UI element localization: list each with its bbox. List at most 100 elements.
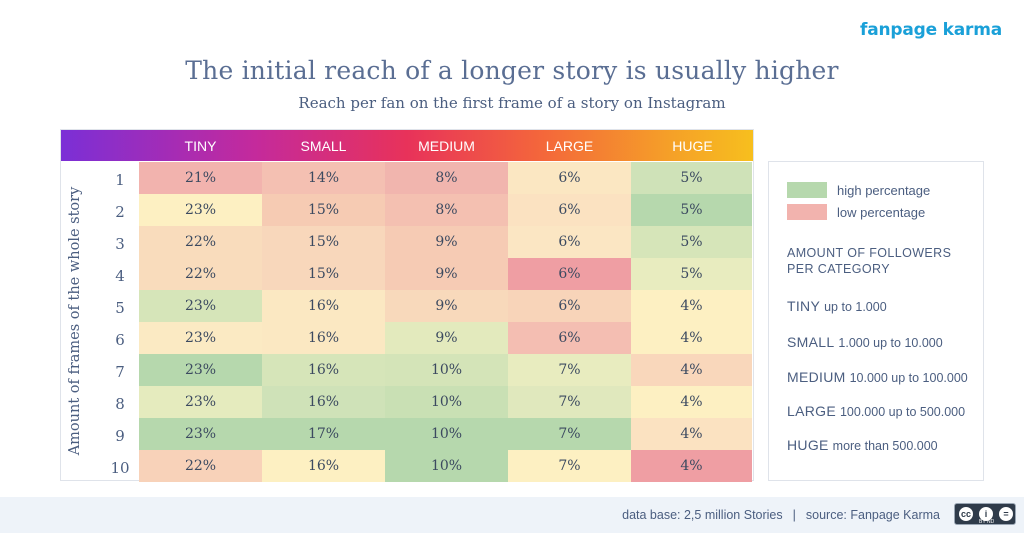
- heatmap-cell: 5%: [631, 258, 752, 290]
- followers-heading-line2: PER CATEGORY: [787, 262, 890, 276]
- heatmap-cell: 10%: [385, 386, 508, 418]
- heatmap-cell: 16%: [262, 450, 385, 482]
- heatmap-cell: 15%: [262, 194, 385, 226]
- heatmap-cell: 10%: [385, 354, 508, 386]
- nd-equals-icon: =: [999, 507, 1013, 521]
- followers-heading: AMOUNT OF FOLLOWERS PER CATEGORY: [787, 245, 951, 277]
- heatmap-cell: 9%: [385, 322, 508, 354]
- column-header-small: SMALL: [300, 138, 347, 154]
- heatmap-cell: 4%: [631, 386, 752, 418]
- heatmap-cell: 22%: [139, 226, 262, 258]
- heatmap-cell: 21%: [139, 162, 262, 194]
- category-range: 100.000 up to 500.000: [839, 405, 966, 419]
- category-range: 1.000 up to 10.000: [838, 336, 943, 350]
- heatmap-cell: 15%: [262, 258, 385, 290]
- brand-logo: fanpage karma: [860, 20, 1002, 40]
- footer-separator: |: [792, 508, 796, 522]
- category-range: up to 1.000: [824, 300, 887, 314]
- row-label: 8: [115, 395, 125, 413]
- category-large: LARGE 100.000 up to 500.000: [787, 403, 965, 421]
- column-header-tiny: TINY: [184, 138, 217, 154]
- heatmap-cell: 7%: [508, 386, 631, 418]
- row-label: 10: [110, 459, 130, 477]
- low-swatch: [787, 204, 827, 220]
- footer-bar: data base: 2,5 million Stories | source: F…: [0, 497, 1024, 533]
- category-name: SMALL: [787, 334, 835, 350]
- category-name: MEDIUM: [787, 369, 846, 385]
- heatmap-cell: 9%: [385, 290, 508, 322]
- heatmap-cell: 23%: [139, 386, 262, 418]
- heatmap-cell: 4%: [631, 290, 752, 322]
- category-huge: HUGE more than 500.000: [787, 437, 938, 455]
- row-label: 5: [115, 299, 125, 317]
- heatmap-cell: 15%: [262, 226, 385, 258]
- cc-by-nd-icon[interactable]: cc i = BY ND: [954, 503, 1016, 525]
- column-header-large: LARGE: [545, 138, 594, 154]
- license-text: BY ND: [979, 519, 995, 525]
- heatmap-cell: 16%: [262, 290, 385, 322]
- heatmap-cell: 22%: [139, 450, 262, 482]
- row-label: 6: [115, 331, 125, 349]
- followers-heading-line1: AMOUNT OF FOLLOWERS: [787, 246, 952, 260]
- heatmap-cell: 23%: [139, 322, 262, 354]
- row-label: 1: [115, 171, 125, 189]
- heatmap-cell: 5%: [631, 226, 752, 258]
- heatmap-cell: 14%: [262, 162, 385, 194]
- heatmap-cell: 5%: [631, 162, 752, 194]
- heatmap-cell: 9%: [385, 226, 508, 258]
- source-note: source: Fanpage Karma: [805, 508, 940, 522]
- row-label: 7: [115, 363, 125, 381]
- heatmap-cell: 6%: [508, 322, 631, 354]
- heatmap-cell: 16%: [262, 322, 385, 354]
- heatmap-cell: 23%: [139, 418, 262, 450]
- chart-subtitle: Reach per fan on the first frame of a st…: [298, 94, 726, 112]
- low-label: low percentage: [837, 205, 926, 220]
- heatmap-cell: 4%: [631, 418, 752, 450]
- heatmap-cell: 4%: [631, 322, 752, 354]
- by-person-icon: i: [979, 507, 993, 521]
- heatmap-cell: 4%: [631, 354, 752, 386]
- heatmap-cell: 7%: [508, 354, 631, 386]
- heatmap-cell: 23%: [139, 290, 262, 322]
- heatmap-cell: 10%: [385, 450, 508, 482]
- cc-circle-icon: cc: [959, 507, 973, 521]
- category-small: SMALL 1.000 up to 10.000: [787, 334, 943, 352]
- high-label: high percentage: [837, 183, 931, 198]
- category-range: more than 500.000: [832, 439, 938, 453]
- heatmap-cell: 6%: [508, 226, 631, 258]
- row-label: 4: [115, 267, 125, 285]
- header-gradient-bar: [61, 130, 753, 161]
- category-tiny: TINY up to 1.000: [787, 298, 887, 316]
- heatmap-cell: 4%: [631, 450, 752, 482]
- row-label: 3: [115, 235, 125, 253]
- heatmap-table: Amount of frames of the whole story TINY…: [60, 129, 754, 482]
- heatmap-cell: 7%: [508, 418, 631, 450]
- heatmap-cell: 23%: [139, 194, 262, 226]
- column-header-huge: HUGE: [672, 138, 713, 154]
- footer-text: data base: 2,5 million Stories | source: F…: [622, 508, 940, 522]
- heatmap-cell: 16%: [262, 386, 385, 418]
- legend-panel: high percentage low percentage AMOUNT OF…: [768, 161, 984, 481]
- category-range: 10.000 up to 100.000: [849, 371, 968, 385]
- category-name: HUGE: [787, 437, 829, 453]
- heatmap-cell: 10%: [385, 418, 508, 450]
- category-medium: MEDIUM 10.000 up to 100.000: [787, 369, 968, 387]
- category-name: LARGE: [787, 403, 836, 419]
- heatmap-cell: 7%: [508, 450, 631, 482]
- heatmap-cell: 6%: [508, 290, 631, 322]
- heatmap-cell: 8%: [385, 194, 508, 226]
- heatmap-cell: 9%: [385, 258, 508, 290]
- heatmap-cell: 6%: [508, 162, 631, 194]
- heatmap-cell: 16%: [262, 354, 385, 386]
- heatmap-cell: 5%: [631, 194, 752, 226]
- heatmap-cell: 6%: [508, 258, 631, 290]
- row-label: 2: [115, 203, 125, 221]
- high-swatch: [787, 182, 827, 198]
- chart-title: The initial reach of a longer story is u…: [185, 56, 839, 85]
- heatmap-cell: 8%: [385, 162, 508, 194]
- data-base-note: data base: 2,5 million Stories: [622, 508, 783, 522]
- column-header-medium: MEDIUM: [418, 138, 475, 154]
- heatmap-cell: 17%: [262, 418, 385, 450]
- heatmap-cell: 6%: [508, 194, 631, 226]
- category-name: TINY: [787, 298, 821, 314]
